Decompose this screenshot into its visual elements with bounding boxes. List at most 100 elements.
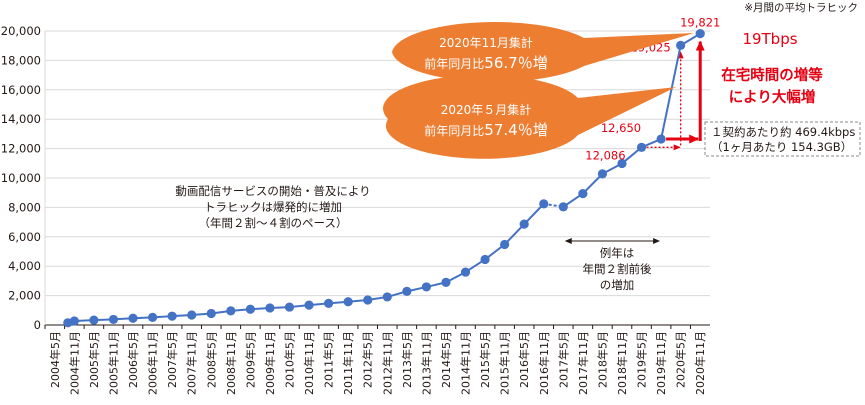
big-value-label: 19Tbps (742, 30, 797, 48)
growth-note-line-3: （年間２割〜４割のペース） (199, 216, 348, 230)
series-line-segment (503, 223, 525, 246)
x-axis (44, 31, 691, 329)
x-tick-label: 2005年11月 (106, 331, 120, 395)
x-tick-label: 2011年11月 (341, 331, 355, 395)
data-point (363, 295, 373, 305)
data-point (343, 297, 353, 307)
data-point (558, 202, 568, 212)
x-tick-label: 2010年5月 (282, 331, 296, 388)
per-contract-line-1: １契約あたり約 469.4kbps (711, 125, 855, 139)
data-point (108, 314, 119, 325)
y-axis-tick-labels: 0 2,000 4,000 6,000 8,000 10,000 12,000 14,000 1… (1, 24, 41, 332)
data-point (617, 158, 627, 169)
x-tick-label: 2010年11月 (302, 331, 316, 395)
per-contract-box (704, 121, 861, 157)
x-tick-label: 2012年11月 (380, 331, 394, 395)
y-tick-label: 2,000 (8, 289, 41, 303)
x-tick-label: 2004年11月 (67, 331, 81, 395)
x-tick-label: 2019年5月 (635, 331, 649, 388)
data-point (676, 40, 686, 50)
y-tick-label: 12,000 (1, 142, 41, 156)
x-tick-label: 2018年5月 (595, 331, 609, 388)
data-point (656, 134, 666, 144)
y-tick-label: 16,000 (1, 83, 41, 97)
data-point (460, 267, 471, 277)
data-point (245, 304, 255, 314)
data-point (695, 29, 705, 39)
x-tick-label: 2007年5月 (165, 331, 179, 388)
x-tick-label: 2009年11月 (263, 331, 277, 395)
reason-line-2: により大幅増 (729, 88, 816, 106)
x-tick-label: 2008年5月 (204, 331, 218, 388)
data-point (402, 286, 412, 296)
x-tick-label: 2013年5月 (400, 331, 414, 388)
series-line-segment (660, 45, 682, 140)
data-point (89, 315, 99, 325)
callout-nov-line1: 2020年11月集計 (439, 35, 533, 50)
x-tick-label: 2012年5月 (361, 331, 375, 388)
callout-may-bubble (383, 74, 676, 159)
x-tick-label: 2014年5月 (439, 331, 453, 388)
x-axis-tick-labels: 2004年5月 2004年11月 2005年5月 2005年11月 2006年5月 200… (48, 331, 707, 395)
x-tick-label: 2015年11月 (498, 331, 512, 395)
x-tick-label: 2020年5月 (674, 331, 688, 388)
y-tick-label: 0 (34, 318, 41, 332)
x-tick-label: 2018年11月 (615, 331, 629, 395)
callout-nov-line2: 前年同月比56.7％増 (424, 54, 547, 72)
callout-may-prefix: 前年同月比 (424, 123, 484, 138)
normal-note-line-1: 例年は (600, 246, 635, 260)
data-point (226, 306, 236, 316)
callout-nov-2020: 2020年11月集計 前年同月比56.7％増 (392, 21, 694, 83)
x-tick-label: 2017年5月 (556, 331, 570, 388)
x-tick-label: 2004年5月 (48, 331, 62, 388)
data-point (304, 300, 314, 310)
series-points (63, 29, 705, 328)
callout-may-line1: 2020年５月集計 (441, 102, 532, 117)
y-tick-label: 6,000 (8, 230, 41, 244)
x-tick-label: 2016年5月 (517, 331, 531, 388)
data-point (500, 239, 510, 250)
callout-nov-prefix: 前年同月比 (424, 56, 484, 71)
callout-may-line2: 前年同月比57.4％増 (424, 121, 547, 139)
y-tick-label: 8,000 (8, 200, 41, 214)
data-point (324, 298, 334, 308)
callout-nov-bubble (392, 21, 694, 83)
growth-note-line-2: トラヒックは爆発的に増加 (204, 200, 342, 214)
callout-may-value: 57.4％増 (484, 121, 547, 139)
callout-may-2020: 2020年５月集計 前年同月比57.4％増 (383, 74, 676, 159)
x-tick-label: 2016年11月 (537, 331, 551, 395)
x-tick-label: 2008年11月 (224, 331, 238, 395)
data-point (167, 311, 177, 321)
data-point (480, 254, 490, 265)
y-tick-label: 14,000 (1, 112, 41, 126)
guide-arrows (564, 40, 705, 244)
data-point (147, 312, 158, 322)
x-tick-label: 2005年5月 (87, 331, 101, 388)
data-point (128, 313, 138, 323)
data-point (597, 169, 608, 179)
data-point (421, 282, 431, 292)
data-point (382, 292, 392, 302)
x-tick-label: 2017年11月 (576, 331, 590, 395)
x-tick-label: 2015年5月 (478, 331, 492, 388)
y-tick-label: 18,000 (1, 53, 41, 67)
series-line-segment (523, 203, 545, 225)
data-point (69, 316, 79, 326)
x-tick-label: 2006年11月 (146, 331, 160, 395)
x-tick-label: 2007年11月 (185, 331, 199, 395)
x-tick-label: 2013年11月 (419, 331, 433, 395)
data-point (539, 199, 549, 209)
normal-note-line-3: の増加 (600, 278, 635, 292)
callout-nov-value: 56.7％増 (484, 54, 547, 72)
x-tick-label: 2006年5月 (126, 331, 140, 388)
growth-note-line-1: 動画配信サービスの開始・普及により (175, 184, 370, 198)
reason-line-1: 在宅時間の増等 (721, 66, 823, 84)
data-label: 19,821 (680, 16, 720, 30)
data-label: 12,086 (585, 148, 625, 162)
data-point (441, 277, 451, 287)
data-point (519, 219, 529, 229)
data-point (636, 142, 647, 152)
footnote-monthly-average: ※月間の平均トラヒック (744, 2, 858, 14)
